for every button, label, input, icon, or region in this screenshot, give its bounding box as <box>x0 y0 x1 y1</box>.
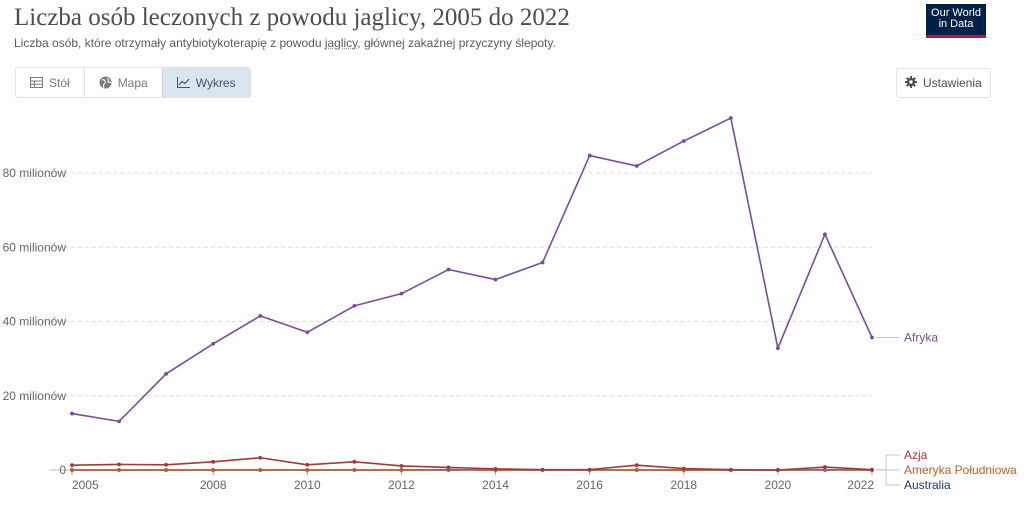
data-point[interactable] <box>399 464 404 468</box>
tab-chart[interactable]: Wykres <box>161 68 250 97</box>
x-tick-label: 2016 <box>576 478 603 492</box>
data-point[interactable] <box>681 139 686 143</box>
data-point[interactable] <box>70 468 74 472</box>
data-point[interactable] <box>258 468 263 472</box>
data-point[interactable] <box>117 419 121 424</box>
chart-title: Liczba osób leczonych z powodu jaglicy, … <box>14 4 570 31</box>
gear-icon <box>905 75 917 91</box>
globe-icon <box>99 76 112 89</box>
data-point[interactable] <box>117 468 121 472</box>
label-connector <box>876 469 900 486</box>
data-point[interactable] <box>258 455 263 460</box>
data-point[interactable] <box>681 466 686 471</box>
tab-map[interactable]: Mapa <box>85 68 162 97</box>
trachoma-link[interactable]: jaglicy <box>324 36 358 50</box>
subtitle-text-start: Liczba osób, które otrzymały antybiotyko… <box>14 36 325 50</box>
data-point[interactable] <box>164 462 169 467</box>
series-label[interactable]: Afryka <box>904 330 938 344</box>
data-point[interactable] <box>117 462 121 467</box>
data-point[interactable] <box>728 467 733 472</box>
y-tick-label: 40 milionów <box>3 315 67 329</box>
subtitle-text-end: , głównej zakaźnej przyczyny ślepoty. <box>357 36 556 50</box>
data-point[interactable] <box>587 467 592 472</box>
x-tick-label: 2014 <box>482 478 509 492</box>
data-point[interactable] <box>540 467 545 472</box>
data-point[interactable] <box>399 291 404 296</box>
data-point[interactable] <box>258 314 263 318</box>
data-point[interactable] <box>493 277 498 282</box>
logo-line-2: in Data <box>938 18 974 30</box>
y-tick-label: 20 milionów <box>3 389 67 403</box>
data-point[interactable] <box>775 346 780 351</box>
tab-map-label: Mapa <box>117 75 148 90</box>
x-axis-ticks: 2005 2008 2010 2012 2014 2016 2018 2020 2022 <box>71 470 874 492</box>
label-connector <box>876 454 900 471</box>
data-point[interactable] <box>446 465 451 470</box>
x-tick-label: 2005 <box>72 478 99 492</box>
data-point[interactable] <box>634 164 639 168</box>
settings-button[interactable]: Ustawienia <box>896 68 991 98</box>
data-point[interactable] <box>634 468 639 472</box>
y-tick-label: 80 milionów <box>3 166 67 180</box>
data-point[interactable] <box>352 304 357 308</box>
tab-chart-label: Wykres <box>195 75 236 90</box>
data-point[interactable] <box>305 330 310 335</box>
grid-lines <box>50 172 872 471</box>
series-label[interactable]: Azja <box>904 448 928 462</box>
data-point[interactable] <box>728 116 733 120</box>
data-point[interactable] <box>775 468 780 472</box>
data-point[interactable] <box>870 467 874 472</box>
owid-logo[interactable]: Our World in Data <box>926 4 986 38</box>
data-point[interactable] <box>352 459 357 464</box>
x-tick-label: 2018 <box>670 478 697 492</box>
data-point[interactable] <box>587 153 592 158</box>
data-point[interactable] <box>164 468 169 472</box>
settings-label: Ustawienia <box>923 76 982 90</box>
series-line-afryka[interactable] <box>71 117 873 423</box>
tab-table-label: Stół <box>49 75 70 90</box>
chart-subtitle: Liczba osób, które otrzymały antybiotyko… <box>14 36 556 50</box>
x-tick-label: 2022 <box>847 478 874 492</box>
series-line-azja[interactable] <box>71 456 873 471</box>
data-point[interactable] <box>634 463 639 468</box>
data-point[interactable] <box>823 467 827 472</box>
chart-header: Liczba osób leczonych z powodu jaglicy, … <box>0 0 1024 60</box>
tab-table[interactable]: Stół <box>16 68 85 97</box>
x-tick-label: 2008 <box>200 478 227 492</box>
y-tick-label: 60 milionów <box>3 240 67 254</box>
series-lines <box>70 116 874 472</box>
data-point[interactable] <box>823 465 827 469</box>
view-tabs: Stół Mapa Wykres <box>15 67 251 98</box>
data-point[interactable] <box>70 411 74 416</box>
data-point[interactable] <box>70 463 74 468</box>
data-point[interactable] <box>352 468 357 472</box>
data-point[interactable] <box>493 466 498 471</box>
data-point[interactable] <box>540 260 545 265</box>
series-label[interactable]: Australia <box>904 478 951 492</box>
y-tick-label: 0 <box>59 463 66 477</box>
data-point[interactable] <box>305 468 310 472</box>
data-point[interactable] <box>305 462 310 467</box>
table-icon <box>30 77 43 88</box>
data-point[interactable] <box>446 267 451 272</box>
x-tick-label: 2012 <box>388 478 415 492</box>
data-point[interactable] <box>823 232 827 237</box>
line-chart-icon <box>176 77 190 88</box>
y-axis-ticks: 0 20 milionów 40 milionów 60 milionów 80 mil… <box>3 166 67 477</box>
series-label[interactable]: Ameryka Południowa <box>904 463 1017 477</box>
logo-line-1: Our World <box>931 7 981 19</box>
line-chart: 0 20 milionów 40 milionów 60 milionów 80 mil… <box>3 116 1017 492</box>
data-point[interactable] <box>164 371 169 376</box>
data-point[interactable] <box>399 468 404 472</box>
data-point[interactable] <box>211 459 216 464</box>
x-tick-label: 2010 <box>294 478 321 492</box>
data-point[interactable] <box>870 335 874 340</box>
data-point[interactable] <box>211 468 216 472</box>
x-tick-label: 2020 <box>765 478 792 492</box>
data-point[interactable] <box>211 341 216 346</box>
